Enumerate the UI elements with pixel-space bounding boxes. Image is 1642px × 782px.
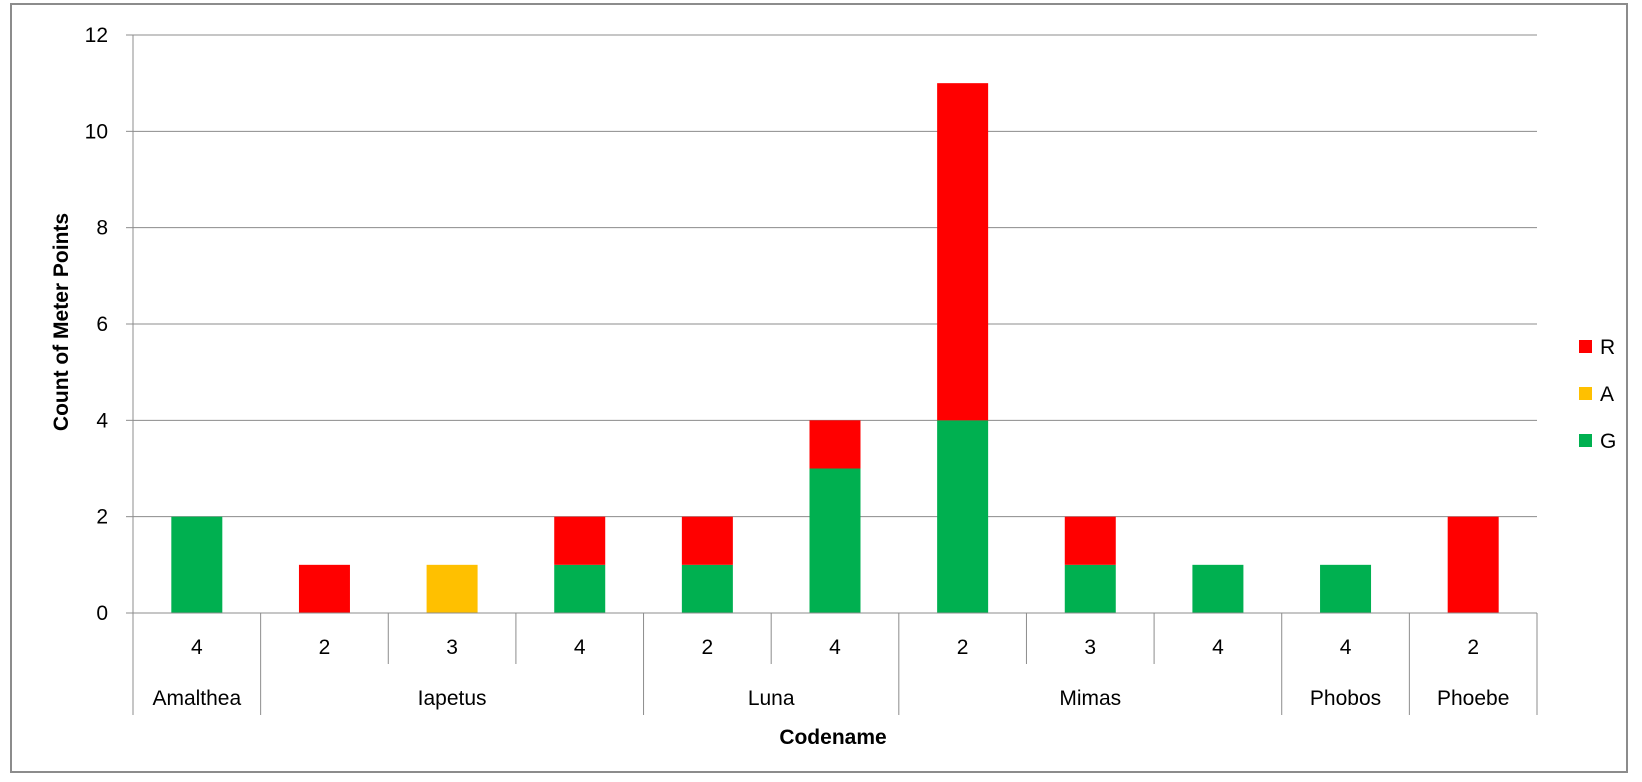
category-labels: 4 2 3 4 2 4 2 3 4 4 2 Amalthea Iapetus Luna Mimas Phobo… (132, 613, 1538, 715)
bar-a (426, 564, 478, 613)
bar-g (937, 420, 989, 613)
bar-r (937, 83, 989, 421)
category-sublabel: 4 (1212, 636, 1224, 659)
category-group-label: Phoebe (1437, 687, 1509, 710)
legend-label-r: R (1600, 336, 1615, 359)
bar-g (681, 564, 733, 613)
category-sublabel: 3 (1084, 636, 1096, 659)
category-group-label: Mimas (1059, 687, 1121, 710)
y-tick-label: 6 (96, 313, 108, 336)
category-group-label: Luna (748, 687, 795, 710)
x-axis-title: Codename (779, 726, 886, 749)
category-sublabel: 4 (829, 636, 841, 659)
bar-g (1064, 564, 1116, 613)
y-tick-labels: 0 2 4 6 8 10 12 (85, 24, 109, 625)
y-tick-label: 2 (96, 506, 108, 529)
bar-r (298, 564, 350, 613)
bar-r (1064, 516, 1116, 565)
legend-swatch-g (1579, 434, 1592, 447)
category-group-label: Amalthea (152, 687, 241, 710)
bar-g (1192, 564, 1244, 613)
gridlines (133, 34, 1537, 518)
category-sublabel: 2 (957, 636, 969, 659)
legend-label-g: G (1600, 430, 1616, 453)
axes (126, 34, 1537, 614)
y-tick-label: 12 (85, 24, 108, 47)
bar-g (1320, 564, 1372, 613)
y-tick-label: 10 (85, 120, 108, 143)
legend-swatch-a (1579, 387, 1592, 400)
bar-r (681, 516, 733, 565)
category-group-label: Iapetus (418, 687, 487, 710)
category-sublabel: 4 (1340, 636, 1352, 659)
category-sublabel: 3 (446, 636, 458, 659)
bars (171, 83, 1499, 613)
category-sublabel: 4 (191, 636, 203, 659)
bar-r (809, 420, 861, 469)
legend: R A G (1579, 336, 1616, 453)
y-axis-title: Count of Meter Points (50, 213, 73, 431)
y-tick-label: 4 (96, 409, 108, 432)
category-group-label: Phobos (1310, 687, 1381, 710)
legend-label-a: A (1600, 383, 1614, 406)
bar-g (809, 468, 861, 613)
y-tick-label: 0 (96, 602, 108, 625)
legend-swatch-r (1579, 340, 1592, 353)
bar-r (1447, 516, 1499, 613)
category-sublabel: 2 (1467, 636, 1479, 659)
category-sublabel: 4 (574, 636, 586, 659)
category-sublabel: 2 (702, 636, 714, 659)
bar-g (554, 564, 606, 613)
bar-g (171, 516, 223, 613)
y-tick-label: 8 (96, 217, 108, 240)
category-sublabel: 2 (319, 636, 331, 659)
bar-r (554, 516, 606, 565)
